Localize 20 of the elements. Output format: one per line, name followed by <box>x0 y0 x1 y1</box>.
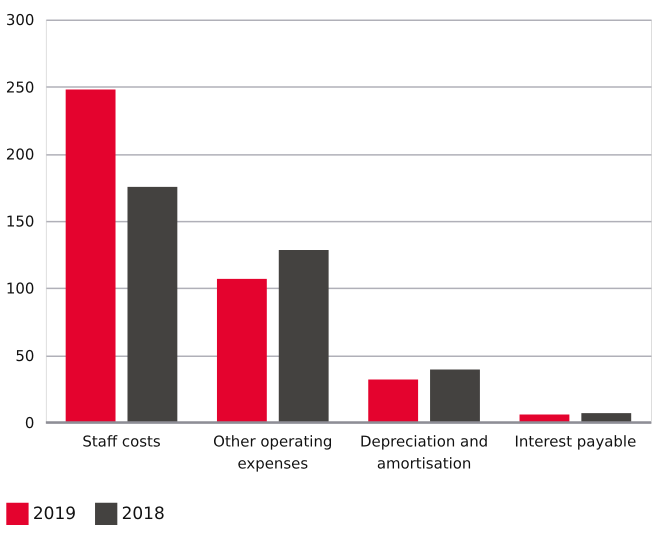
y-tick-label: 50 <box>15 346 34 365</box>
x-tick-label: Depreciation and amortisation <box>360 432 488 472</box>
x-tick-label: Interest payable <box>514 432 636 450</box>
y-tick-label: 300 <box>6 11 34 30</box>
legend-label: 2018 <box>122 502 165 523</box>
y-tick-label: 100 <box>6 280 34 298</box>
y-tick-label: 200 <box>6 145 34 164</box>
bar <box>368 380 418 423</box>
bar <box>430 369 480 423</box>
bar <box>66 90 116 423</box>
y-tick-label: 250 <box>6 78 34 96</box>
legend-label: 2019 <box>32 502 76 523</box>
bar <box>127 186 178 423</box>
y-tick-label: 150 <box>6 212 34 231</box>
bar <box>216 278 267 423</box>
bar <box>581 413 632 423</box>
x-tick-label: Staff costs <box>82 432 161 450</box>
y-tick-label: 0 <box>24 414 34 432</box>
bar <box>278 250 329 423</box>
x-tick-label: Other operating expenses <box>213 432 332 472</box>
